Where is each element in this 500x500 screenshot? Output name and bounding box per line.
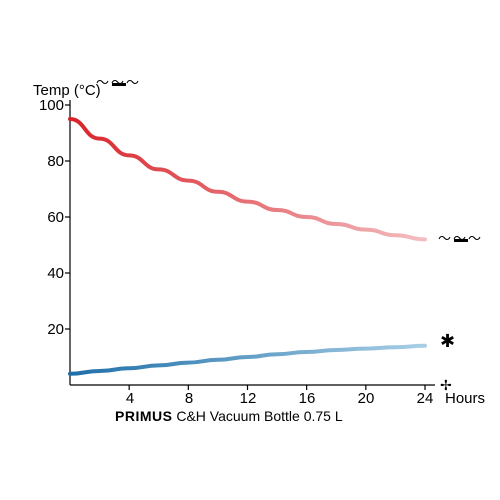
cold-series-line [70,346,425,374]
line-chart [0,0,500,500]
hot-series-line [70,119,425,239]
